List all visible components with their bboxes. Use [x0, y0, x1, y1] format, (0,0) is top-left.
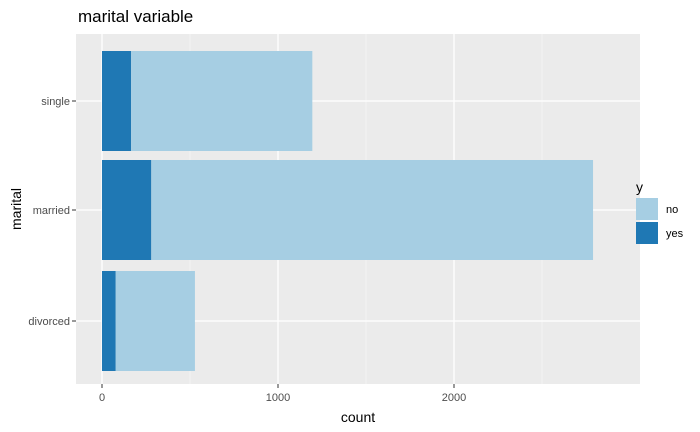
bar-no-married [151, 160, 594, 260]
bar-yes-married [102, 160, 152, 260]
x-tick-label: 2000 [442, 392, 466, 404]
legend-key-yes [636, 222, 658, 244]
x-tick-label: 0 [99, 392, 105, 404]
y-axis-title: marital [8, 188, 24, 230]
bars [102, 51, 594, 371]
axes: 0 1000 2000 single married divorced [28, 96, 466, 404]
y-tick-label: single [41, 96, 70, 108]
bar-no-single [131, 51, 313, 151]
y-tick-label: divorced [28, 316, 70, 328]
legend-label-yes: yes [666, 228, 684, 240]
legend-key-no [636, 198, 658, 220]
bar-no-divorced [115, 271, 195, 371]
legend-title: y [636, 179, 643, 195]
legend: y no yes [636, 179, 684, 244]
x-axis-title: count [341, 409, 375, 425]
bar-yes-single [102, 51, 132, 151]
chart-title: marital variable [78, 7, 193, 26]
legend-label-no: no [666, 204, 678, 216]
x-tick-label: 1000 [266, 392, 290, 404]
y-tick-label: married [33, 205, 70, 217]
bar-yes-divorced [102, 271, 116, 371]
